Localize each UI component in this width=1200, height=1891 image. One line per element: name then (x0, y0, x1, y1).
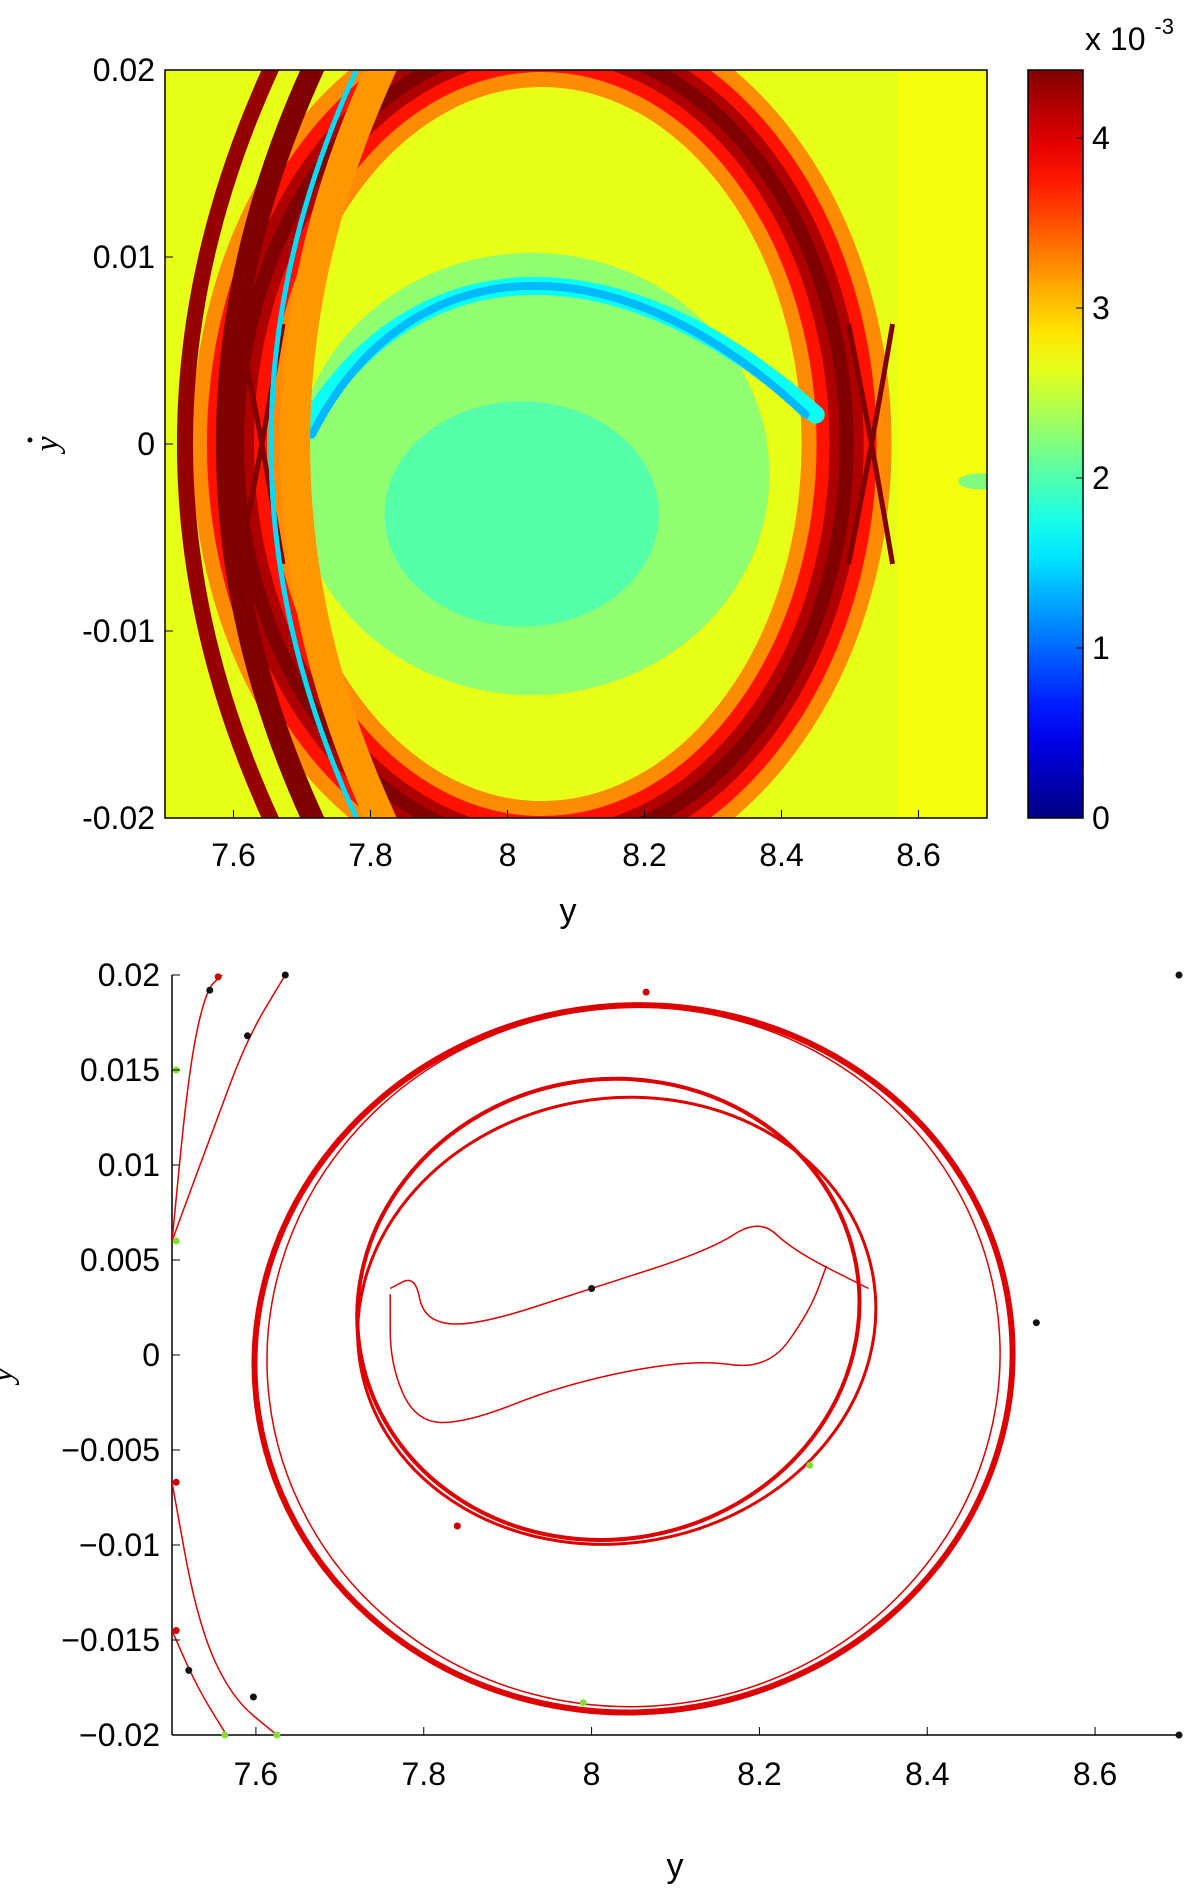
trajectory-x-tick-label: 8.6 (1073, 1756, 1117, 1792)
trajectory-y-tick-label: −0.005 (61, 1432, 160, 1468)
colorbar-multiplier-prefix: x 10 (1085, 21, 1145, 57)
heatmap-x-tick-label: 8.4 (759, 837, 803, 873)
trajectory-orbit (251, 1002, 1016, 1716)
trajectory-curve (172, 975, 286, 1242)
trajectory-y-tick-label: 0 (142, 1337, 160, 1373)
trajectory-y-axis-label-group: y (0, 1367, 20, 1386)
trajectory-x-ticks: 7.6 7.8 8 8.2 8.4 8.6 (234, 1727, 1117, 1792)
trajectory-marker (214, 973, 222, 981)
trajectory-orbit (356, 1095, 878, 1546)
trajectory-marker (1175, 971, 1183, 979)
trajectory-marker (249, 1693, 257, 1701)
trajectory-y-ticks: 0.02 0.015 0.01 0.005 0 −0.005 −0.01 −0.015 −0.0… (61, 957, 180, 1753)
trajectory-x-tick-label: 7.6 (234, 1756, 278, 1792)
heatmap-core-inner (384, 401, 659, 627)
trajectory-marker (579, 1699, 587, 1707)
colorbar-tick-label: 4 (1092, 120, 1110, 156)
trajectory-marker (206, 986, 214, 994)
trajectory-curve (389, 1265, 828, 1424)
trajectory-marker (642, 988, 650, 996)
heatmap-left-ridge (268, 70, 360, 818)
colorbar-multiplier-exponent: -3 (1154, 14, 1174, 39)
heatmap-y-tick-label: -0.01 (82, 613, 155, 649)
colorbar-tick-label: 1 (1092, 630, 1110, 666)
trajectory-curve (389, 1225, 869, 1325)
trajectory-marker (185, 1666, 193, 1674)
trajectory-orbit (355, 1076, 862, 1542)
trajectory-marker (172, 1237, 180, 1245)
colorbar-gradient (1027, 69, 1084, 819)
trajectory-y-axis-label: y (0, 1367, 20, 1386)
colorbar-tick-label: 0 (1092, 800, 1110, 836)
trajectory-curve (172, 1630, 228, 1735)
colorbar-multiplier: x 10 -3 (1085, 14, 1174, 57)
trajectory-y-tick-label: −0.02 (79, 1717, 160, 1753)
trajectory-axes (171, 975, 1179, 1736)
trajectory-marker (453, 1522, 461, 1530)
trajectory-x-tick-label: 7.8 (402, 1756, 446, 1792)
trajectory-orbit (266, 1006, 1001, 1708)
trajectory-marker (1175, 1731, 1183, 1739)
heatmap-x-axis-label: y (560, 892, 577, 930)
trajectory-y-tick-label: 0.02 (98, 957, 160, 993)
trajectory-y-tick-label: 0.015 (80, 1052, 160, 1088)
trajectory-y-tick-label: 0.01 (98, 1147, 160, 1183)
trajectory-curve (172, 1482, 278, 1735)
heatmap-left-ridge (280, 70, 397, 818)
heatmap-x-tick-label: 8.6 (896, 837, 940, 873)
heatmap-x-tick-label: 8.2 (622, 837, 666, 873)
trajectory-y-tick-label: 0.005 (80, 1242, 160, 1278)
heatmap-y-tick-label: 0.01 (93, 239, 155, 275)
trajectory-marker (273, 1731, 281, 1739)
trajectory-y-tick-label: −0.01 (79, 1527, 160, 1563)
trajectory-panel: 7.6 7.8 8 8.2 8.4 8.6 0.02 0.015 0.01 0.005 0 −0.0… (0, 957, 1183, 1885)
heatmap-x-tick-label: 7.8 (348, 837, 392, 873)
trajectory-markers (172, 971, 1183, 1739)
colorbar: 0 1 2 3 4 x 10 -3 (1027, 14, 1174, 836)
heatmap-left-ridge (177, 70, 280, 818)
trajectory-x-tick-label: 8.4 (905, 1756, 949, 1792)
trajectory-marker (806, 1461, 814, 1469)
heatmap-y-axis-label-group: y (27, 436, 66, 455)
colorbar-tick-label: 2 (1092, 460, 1110, 496)
trajectory-marker (1032, 1319, 1040, 1327)
trajectory-marker (588, 1285, 596, 1292)
heatmap-y-tick-label: 0 (137, 426, 155, 462)
heatmap-saddle-point (846, 323, 896, 565)
heatmap-x-tick-label: 8 (499, 837, 517, 873)
heatmap-x-ticks: 7.6 7.8 8 8.2 8.4 8.6 (211, 810, 941, 873)
trajectory-y-tick-label: −0.015 (61, 1622, 160, 1658)
trajectory-marker (221, 1731, 229, 1739)
heatmap-left-ridge (216, 70, 325, 818)
heatmap-y-ticks: 0.02 0.01 0 -0.01 -0.02 (82, 52, 173, 836)
heatmap-inner-low-arc-core (308, 281, 810, 439)
trajectory-marker (244, 1032, 252, 1040)
trajectory-x-tick-label: 8.2 (737, 1756, 781, 1792)
heatmap-panel: 7.6 7.8 8 8.2 8.4 8.6 0.02 0.01 0 -0.01 -0.02 y y (27, 52, 988, 930)
trajectory-marker (281, 971, 289, 979)
trajectory-series (172, 975, 1016, 1735)
trajectory-marker (172, 1478, 180, 1486)
trajectory-x-tick-label: 8 (583, 1756, 601, 1792)
heatmap-y-tick-label: 0.02 (93, 52, 155, 88)
heatmap-features (177, 70, 987, 818)
colorbar-ticks: 0 1 2 3 4 (1076, 120, 1110, 836)
heatmap-y-tick-label: -0.02 (82, 800, 155, 836)
trajectory-x-axis-label: y (667, 1847, 684, 1885)
trajectory-curve (172, 975, 223, 1242)
heatmap-y-axis-label-dot (27, 437, 33, 443)
heatmap-right-band (897, 70, 987, 818)
heatmap-y-axis-label: y (29, 436, 66, 455)
heatmap-x-tick-label: 7.6 (211, 837, 255, 873)
colorbar-tick-label: 3 (1092, 290, 1110, 326)
trajectory-marker (172, 1627, 180, 1634)
